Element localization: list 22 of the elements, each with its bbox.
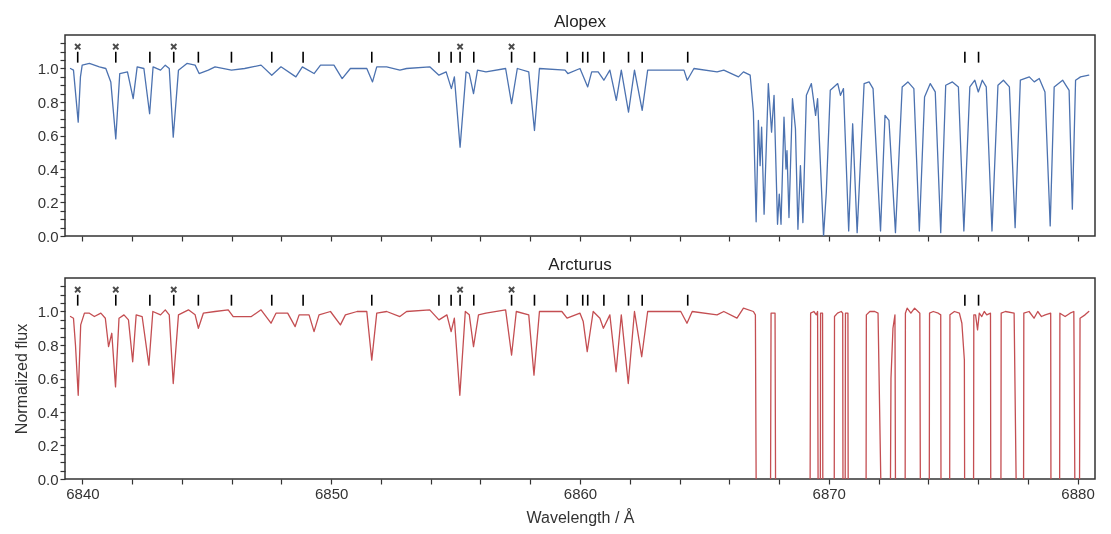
y-tick-label: 0.0 bbox=[37, 227, 59, 245]
chart-title: Alopex bbox=[554, 12, 607, 31]
line-series bbox=[69, 62, 1090, 236]
chart-title: Arcturus bbox=[548, 255, 612, 274]
x-tick-label: 6840 bbox=[66, 484, 100, 502]
y-tick-label: 0.6 bbox=[37, 127, 59, 144]
x-tick-label: 6870 bbox=[812, 484, 846, 502]
x-tick-label: 6860 bbox=[563, 484, 598, 502]
y-tick-label: 0.6 bbox=[37, 370, 59, 387]
x-axis-title: Wavelength / Å bbox=[526, 507, 635, 526]
y-tick-label: 1.0 bbox=[37, 60, 59, 77]
y-tick-label: 0.4 bbox=[37, 160, 59, 178]
y-tick-label: 0.4 bbox=[37, 403, 59, 421]
y-tick-label: 0.2 bbox=[37, 194, 59, 211]
x-tick-label: 6880 bbox=[1061, 484, 1095, 502]
y-tick-label: 1.0 bbox=[37, 303, 59, 320]
y-tick-label: 0.8 bbox=[37, 336, 59, 354]
y-tick-label: 0.2 bbox=[37, 437, 59, 454]
x-tick-label: 6850 bbox=[315, 484, 349, 502]
y-tick-label: 0.0 bbox=[37, 470, 59, 488]
y-tick-label: 0.8 bbox=[37, 93, 59, 111]
y-axis-title: Normalized flux bbox=[12, 323, 30, 435]
